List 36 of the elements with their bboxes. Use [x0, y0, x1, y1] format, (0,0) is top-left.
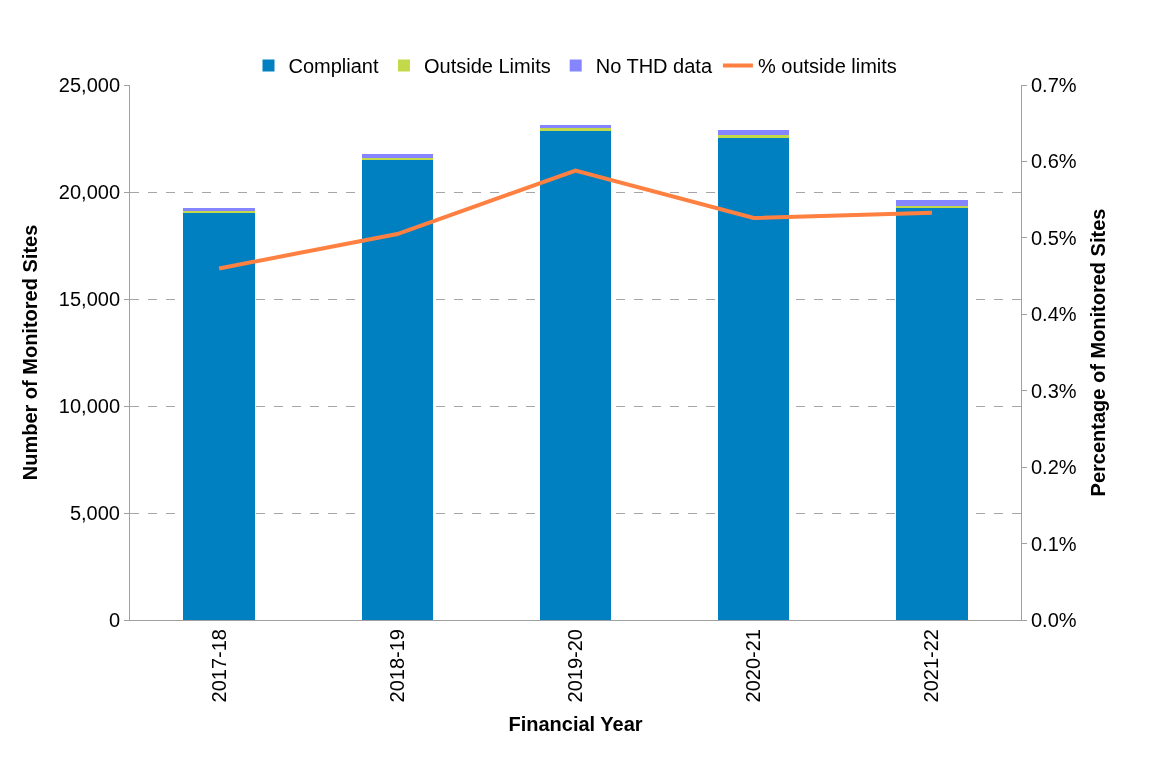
- bar: [183, 212, 255, 620]
- legend-label: Compliant: [288, 55, 379, 78]
- bar: [718, 137, 790, 620]
- y2-tick-label: 0.2%: [1031, 456, 1077, 479]
- bar: [896, 208, 968, 620]
- line-series: [217, 168, 934, 271]
- y2-tick-label: 0.3%: [1031, 379, 1077, 402]
- x-tick-label: 2018-19: [385, 629, 408, 703]
- y2-tick-label: 0.0%: [1031, 609, 1077, 631]
- y-tick-label: 20,000: [58, 181, 120, 203]
- y-tick-label: 0: [108, 609, 120, 631]
- y2-tick-label: 0.1%: [1031, 532, 1077, 555]
- x-tick-label: 2017-18: [207, 629, 230, 703]
- x-tick-label: 2019-20: [564, 629, 586, 703]
- y2-tick-label: 0.4%: [1031, 303, 1077, 326]
- bar: [718, 129, 790, 136]
- bar: [361, 160, 433, 620]
- y2-tick-label: 0.6%: [1031, 150, 1077, 173]
- legend-label: % outside limits: [757, 55, 897, 78]
- bar: [539, 130, 612, 620]
- x-axis-title: Financial Year: [508, 712, 643, 735]
- y-tick-label: 10,000: [58, 395, 120, 417]
- legend-label: No THD data: [595, 55, 713, 78]
- legend-label: Outside Limits: [423, 55, 551, 78]
- y-tick-label: 5,000: [69, 502, 120, 524]
- bar: [718, 135, 790, 138]
- x-tick-label: 2021-22: [920, 629, 943, 703]
- y-tick-label: 15,000: [58, 288, 120, 310]
- y-tick-label: 25,000: [58, 74, 120, 96]
- y-axis-title: Number of Monitored Sites: [19, 224, 42, 481]
- y2-axis-title: Percentage of Monitored Sites: [1087, 208, 1110, 497]
- y2-tick-label: 0.5%: [1031, 226, 1077, 249]
- x-tick-label: 2020-21: [742, 629, 765, 703]
- bar: [896, 200, 968, 207]
- bar: [896, 206, 968, 209]
- y2-tick-label: 0.7%: [1031, 74, 1077, 96]
